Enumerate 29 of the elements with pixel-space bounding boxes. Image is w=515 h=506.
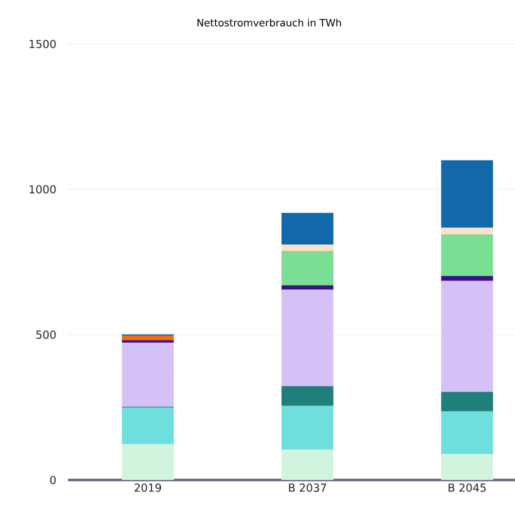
chart-title: Nettostromverbrauch in TWh xyxy=(198,18,341,26)
y-tick-label: 1000 xyxy=(30,185,56,194)
bar xyxy=(282,212,334,245)
bar xyxy=(441,280,494,392)
bar xyxy=(282,250,334,286)
bar xyxy=(282,386,334,406)
bar xyxy=(282,244,334,251)
bar xyxy=(122,408,174,444)
bar xyxy=(282,449,334,480)
bar xyxy=(122,336,174,340)
x-tick-label: B 2045 xyxy=(448,484,486,492)
bar xyxy=(441,454,494,480)
bar xyxy=(122,340,174,343)
bar xyxy=(282,285,334,290)
bar xyxy=(122,444,174,480)
x-tick-label: B 2037 xyxy=(289,484,326,492)
bar xyxy=(282,290,334,386)
bar xyxy=(441,160,494,228)
bar xyxy=(441,228,494,234)
bar xyxy=(282,406,334,450)
y-tick-label: 0 xyxy=(50,476,56,484)
bar xyxy=(441,392,494,412)
y-tick-label: 500 xyxy=(36,330,56,339)
bar xyxy=(441,234,494,276)
y-tick-label: 1500 xyxy=(30,40,56,48)
bar xyxy=(122,342,174,407)
x-tick-label: 2019 xyxy=(134,484,162,492)
bar xyxy=(441,276,494,281)
bar xyxy=(441,411,494,454)
